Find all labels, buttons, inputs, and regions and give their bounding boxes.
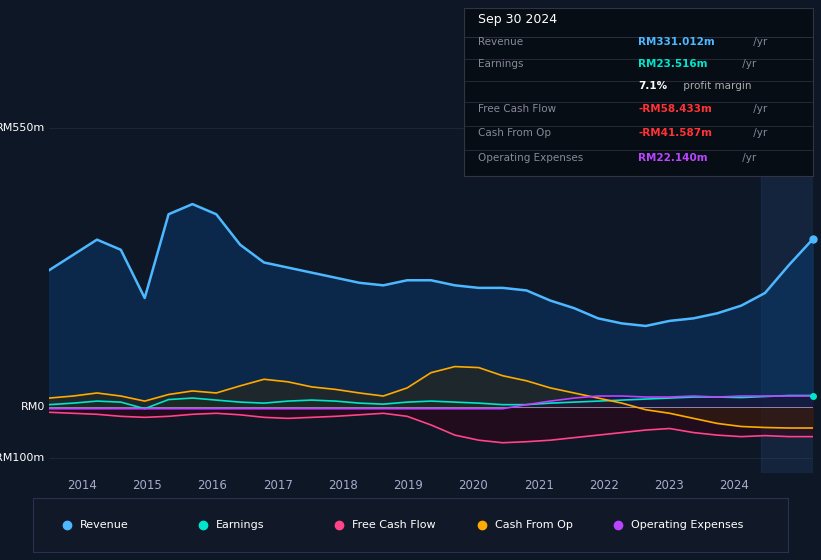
Bar (760, 92, 813, 473)
Text: /yr: /yr (750, 37, 768, 47)
Text: RM22.140m: RM22.140m (639, 153, 708, 163)
Text: Sep 30 2024: Sep 30 2024 (478, 13, 557, 26)
Text: Cash From Op: Cash From Op (478, 128, 551, 138)
Text: Cash From Op: Cash From Op (495, 520, 573, 530)
Text: Operating Expenses: Operating Expenses (478, 153, 583, 163)
Text: Revenue: Revenue (80, 520, 128, 530)
Text: /yr: /yr (739, 59, 756, 69)
Text: 7.1%: 7.1% (639, 81, 667, 91)
Text: Free Cash Flow: Free Cash Flow (351, 520, 435, 530)
Text: /yr: /yr (739, 153, 756, 163)
Text: -RM41.587m: -RM41.587m (639, 128, 713, 138)
Text: profit margin: profit margin (680, 81, 752, 91)
Text: -RM58.433m: -RM58.433m (639, 104, 712, 114)
Text: Earnings: Earnings (216, 520, 264, 530)
Text: Revenue: Revenue (478, 37, 523, 47)
Text: RM0: RM0 (21, 402, 45, 412)
Text: /yr: /yr (750, 128, 768, 138)
Text: Earnings: Earnings (478, 59, 523, 69)
Text: Operating Expenses: Operating Expenses (631, 520, 744, 530)
Text: Free Cash Flow: Free Cash Flow (478, 104, 556, 114)
Text: -RM100m: -RM100m (0, 453, 45, 463)
Text: RM550m: RM550m (0, 123, 45, 133)
Text: RM331.012m: RM331.012m (639, 37, 715, 47)
Text: RM23.516m: RM23.516m (639, 59, 708, 69)
Text: /yr: /yr (750, 104, 768, 114)
